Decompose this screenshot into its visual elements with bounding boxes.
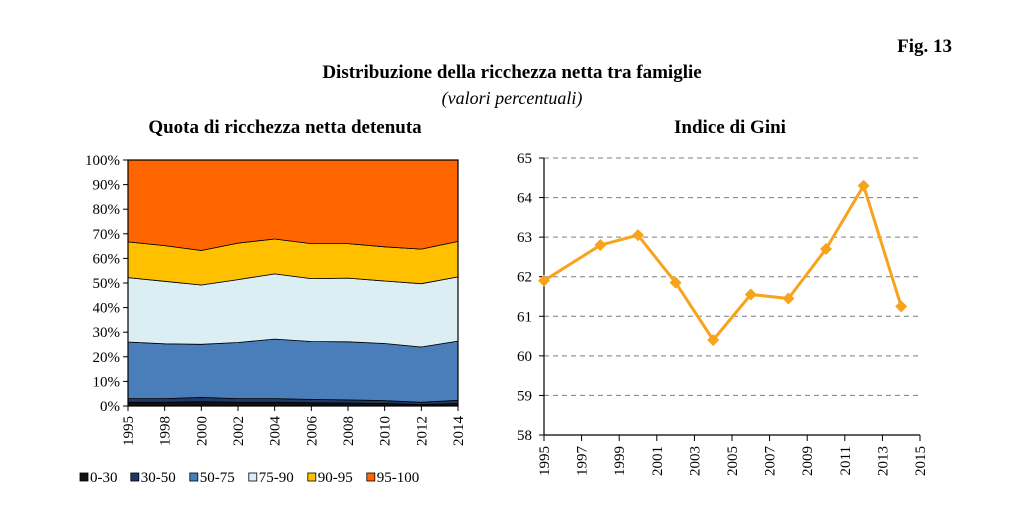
gini-x-tick-label: 2005 xyxy=(725,446,741,476)
gini-x-tick-label: 2003 xyxy=(687,446,703,476)
gini-point xyxy=(895,300,908,313)
left-chart-title: Quota di ricchezza netta detenuta xyxy=(148,117,422,138)
gini-series-line xyxy=(543,184,903,342)
area-x-tick-label: 1995 xyxy=(121,416,137,446)
area-x-tick-label: 2010 xyxy=(378,416,394,446)
gini-x-tick-label: 2011 xyxy=(838,446,854,475)
area-x-tick-label: 2008 xyxy=(341,416,357,446)
area-y-tick-label: 10% xyxy=(93,374,121,390)
gini-point xyxy=(782,292,795,305)
area-y-tick-label: 20% xyxy=(93,350,121,366)
gini-y-tick-label: 65 xyxy=(517,151,532,167)
legend-label-95-100: 95-100 xyxy=(377,470,420,486)
gini-x-tick-label: 1997 xyxy=(575,446,591,477)
legend-swatch-50-75 xyxy=(189,472,199,482)
right-chart-title: Indice di Gini xyxy=(674,117,786,138)
legend-label-30-50: 30-50 xyxy=(141,470,176,486)
main-title: Distribuzione della ricchezza netta tra … xyxy=(322,62,702,83)
legend-label-90-95: 90-95 xyxy=(318,470,353,486)
gini-y-tick-label: 59 xyxy=(517,388,532,404)
gini-point xyxy=(669,276,682,289)
gini-x-tick-label: 2015 xyxy=(913,446,929,476)
area-x-tick-label: 2000 xyxy=(194,416,210,446)
gini-y-tick-label: 61 xyxy=(517,309,532,325)
area-x-tick-label: 2006 xyxy=(304,416,320,447)
area-y-tick-label: 40% xyxy=(93,301,121,317)
gini-point xyxy=(594,239,607,252)
gini-y-tick-label: 63 xyxy=(517,230,532,246)
legend-swatch-75-90 xyxy=(248,472,258,482)
gini-x-tick-label: 1999 xyxy=(612,446,628,476)
legend-swatch-90-95 xyxy=(307,472,317,482)
gini-x-tick-label: 2001 xyxy=(650,446,666,476)
main-subtitle: (valori percentuali) xyxy=(441,88,583,108)
area-y-tick-label: 70% xyxy=(93,227,121,243)
gini-y-tick-label: 60 xyxy=(517,349,532,365)
gini-point xyxy=(538,274,550,287)
gini-y-tick-label: 64 xyxy=(517,191,533,207)
area-x-tick-label: 2014 xyxy=(451,416,467,447)
area-y-tick-label: 80% xyxy=(93,202,121,218)
area-y-tick-label: 30% xyxy=(93,325,121,341)
gini-x-tick-label: 2013 xyxy=(875,446,891,476)
gini-y-tick-label: 62 xyxy=(517,270,532,286)
area-x-tick-label: 2012 xyxy=(414,416,430,446)
gini-point xyxy=(632,229,644,242)
figure-label: Fig. 13 xyxy=(897,36,952,57)
legend-swatch-30-50 xyxy=(130,472,140,482)
area-y-tick-label: 50% xyxy=(93,276,121,292)
gini-point xyxy=(857,179,870,192)
area-x-tick-label: 2004 xyxy=(268,416,284,447)
area-x-tick-label: 2002 xyxy=(231,416,247,446)
gini-x-tick-label: 1995 xyxy=(537,446,553,476)
gini-x-tick-label: 2009 xyxy=(800,446,816,476)
gini-x-tick-label: 2007 xyxy=(763,446,779,477)
area-y-tick-label: 0% xyxy=(100,399,120,415)
gini-point xyxy=(744,288,757,301)
gini-point xyxy=(820,243,832,256)
legend-label-50-75: 50-75 xyxy=(200,470,235,486)
gini-point xyxy=(707,334,720,347)
gini-y-tick-label: 58 xyxy=(517,428,532,444)
area-y-tick-label: 100% xyxy=(85,153,120,169)
legend-swatch-95-100 xyxy=(366,472,376,482)
area-y-tick-label: 90% xyxy=(93,178,121,194)
area-y-tick-label: 60% xyxy=(93,251,121,267)
area-x-tick-label: 1998 xyxy=(158,416,174,446)
legend-label-75-90: 75-90 xyxy=(259,470,294,486)
legend-swatch-0-30 xyxy=(79,472,89,482)
legend-label-0-30: 0-30 xyxy=(90,470,118,486)
